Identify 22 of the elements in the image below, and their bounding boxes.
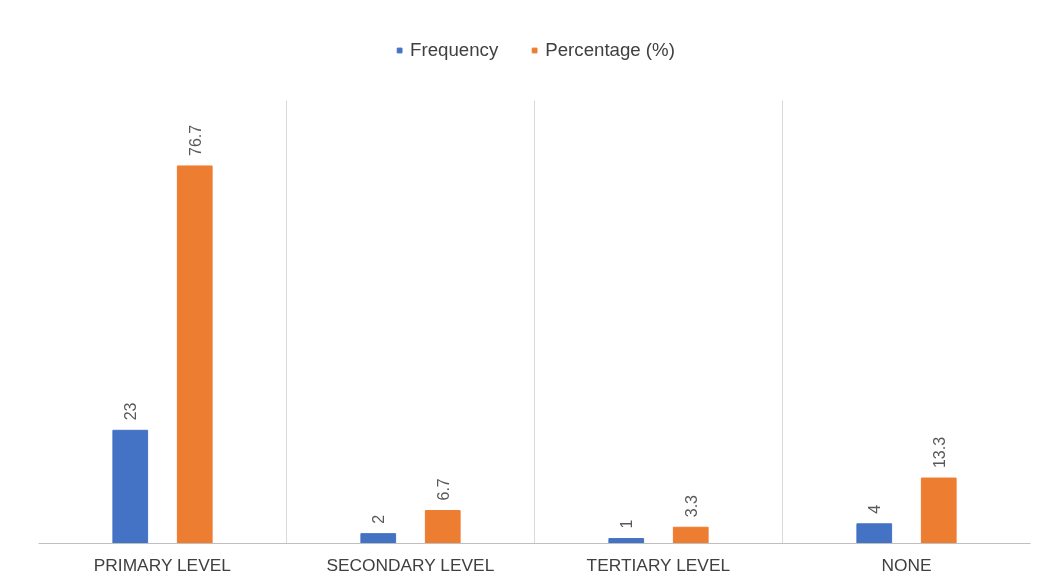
bar xyxy=(856,523,893,544)
x-tick-label: TERTIARY LEVEL xyxy=(586,554,731,575)
bar xyxy=(112,429,149,544)
data-label: 6.7 xyxy=(434,478,452,501)
legend-label: Frequency xyxy=(410,39,499,61)
data-label: 1 xyxy=(618,519,636,529)
bar xyxy=(176,165,213,544)
data-label: 3.3 xyxy=(682,494,700,518)
data-label: 2 xyxy=(370,514,388,524)
data-label: 76.7 xyxy=(186,124,204,156)
x-tick-label: NONE xyxy=(881,554,932,575)
data-label: 23 xyxy=(122,402,140,421)
bar xyxy=(424,510,461,544)
bar xyxy=(360,533,397,544)
data-label: 4 xyxy=(866,504,884,514)
bar xyxy=(920,477,957,544)
legend-label: Percentage (%) xyxy=(545,39,675,61)
bar xyxy=(608,538,645,544)
x-tick-label: SECONDARY LEVEL xyxy=(326,554,495,575)
bar xyxy=(672,526,709,544)
x-tick-label: PRIMARY LEVEL xyxy=(93,554,232,575)
data-label: 13.3 xyxy=(930,436,948,469)
